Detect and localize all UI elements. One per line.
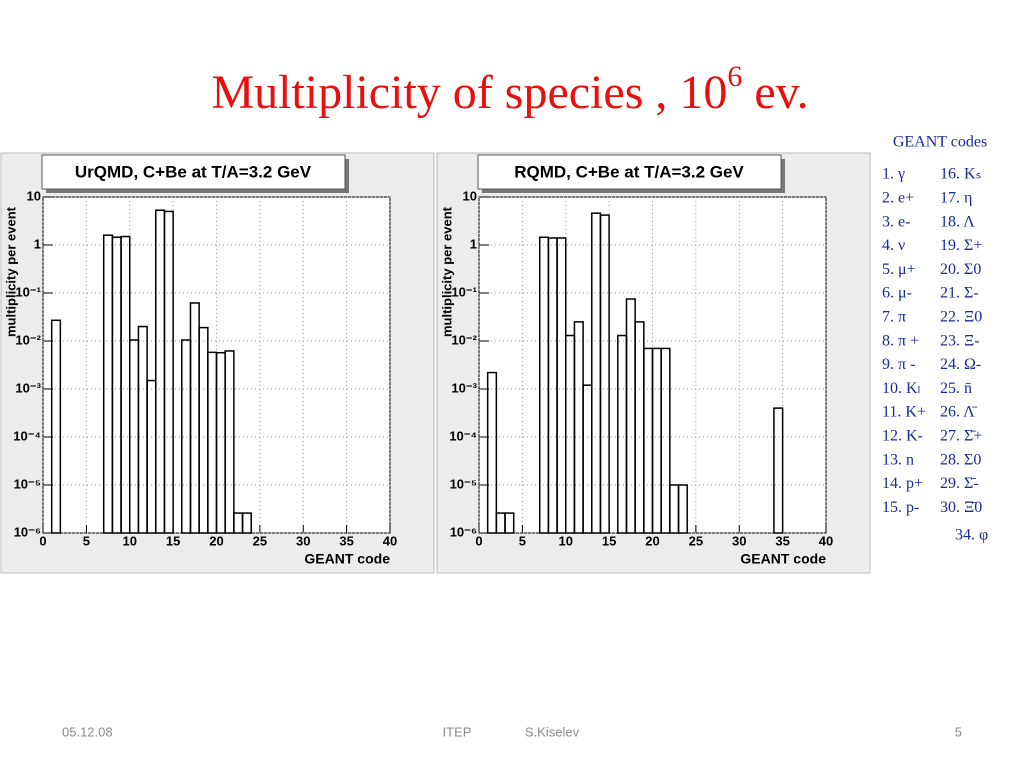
- y-tick-label: 10⁻³: [15, 380, 41, 395]
- chart-title: UrQMD, C+Be at T/A=3.2 GeV: [75, 162, 312, 181]
- title-text: Multiplicity of species , 10: [211, 66, 727, 119]
- x-tick-label: 25: [253, 533, 267, 548]
- title-box: [477, 154, 782, 190]
- y-tick-label: 10⁻²: [15, 332, 41, 347]
- x-tick-label: 20: [645, 533, 659, 548]
- code-item: 6. μ-: [882, 285, 912, 302]
- y-tick-label: 10⁻⁴: [13, 428, 41, 443]
- x-tick-label: 25: [689, 533, 703, 548]
- code-item: 23. Ξ-: [940, 332, 980, 349]
- code-item: 12. K-: [882, 427, 923, 444]
- x-axis-label: GEANT code: [740, 551, 826, 567]
- x-tick-label: 35: [775, 533, 789, 548]
- x-tick-label: 40: [819, 533, 833, 548]
- histogram-bar: [163, 210, 174, 534]
- code-item: 26. Λ̄: [940, 404, 978, 421]
- y-tick-label: 1: [34, 236, 41, 251]
- y-tick-label: 10⁻⁴: [449, 428, 477, 443]
- histogram-bar: [486, 371, 498, 534]
- histogram-bar: [241, 512, 252, 534]
- histogram-bar: [773, 407, 784, 534]
- y-tick-label: 10: [463, 188, 477, 203]
- footer-org: ITEP: [443, 724, 472, 739]
- code-item: 29. Σ̄-: [940, 475, 979, 492]
- y-axis-label: multiplicity per event: [439, 206, 454, 337]
- code-item: 17. η: [940, 189, 972, 206]
- x-tick-label: 40: [383, 533, 397, 548]
- x-tick-label: 30: [296, 533, 310, 548]
- x-tick-label: 0: [475, 533, 482, 548]
- code-item: 5. μ+: [882, 261, 916, 278]
- code-item: 11. K+: [882, 404, 926, 421]
- code-item: 25. n̄: [940, 380, 972, 397]
- histogram-bar: [224, 350, 235, 534]
- title-suffix: ev.: [742, 66, 808, 119]
- code-item: 27. Σ̄+: [940, 427, 982, 444]
- code-item: 13. n: [882, 451, 914, 468]
- x-tick-label: 5: [83, 533, 90, 548]
- code-item: 3. e-: [882, 213, 910, 230]
- title-sup: 6: [727, 60, 742, 93]
- code-item: 15. p-: [882, 499, 919, 516]
- code-item: 22. Ξ0: [940, 308, 982, 325]
- code-item: 10. Kₗ: [882, 380, 920, 397]
- y-tick-label: 10⁻⁶: [14, 524, 41, 539]
- x-tick-label: 15: [602, 533, 616, 548]
- y-tick-label: 1: [470, 236, 477, 251]
- histogram-bar: [660, 347, 671, 534]
- histogram-bar: [677, 484, 688, 534]
- x-tick-label: 0: [39, 533, 46, 548]
- x-tick-label: 10: [559, 533, 573, 548]
- code-item: 1. γ: [882, 166, 905, 183]
- y-tick-label: 10⁻⁶: [450, 524, 477, 539]
- code-item: 24. Ω-: [940, 356, 981, 373]
- x-tick-label: 30: [732, 533, 746, 548]
- chart-title: RQMD, C+Be at T/A=3.2 GeV: [514, 162, 744, 181]
- title-box: [41, 154, 346, 190]
- y-axis-label: multiplicity per event: [3, 206, 18, 337]
- histogram-bar: [599, 214, 610, 534]
- code-item: 19. Σ+: [940, 237, 982, 254]
- code-item: 18. Λ: [940, 213, 975, 230]
- code-item: 30. Ξ̄0: [940, 499, 982, 516]
- code-item: 9. π -: [882, 356, 915, 373]
- x-tick-label: 20: [209, 533, 223, 548]
- code-item: 21. Σ-: [940, 285, 979, 302]
- y-tick-label: 10⁻¹: [15, 284, 41, 299]
- code-item: 2. e+: [882, 189, 914, 206]
- footer-author: S.Kiselev: [525, 724, 580, 739]
- code-item: 8. π +: [882, 332, 919, 349]
- y-tick-label: 10⁻¹: [451, 284, 477, 299]
- y-tick-label: 10⁻⁵: [14, 476, 41, 491]
- footer-date: 05.12.08: [62, 724, 113, 739]
- code-item: 7. π: [882, 308, 906, 325]
- histogram-bar: [50, 319, 62, 534]
- code-item: 14. p+: [882, 475, 923, 492]
- code-item: 16. Kₛ: [940, 166, 982, 183]
- y-tick-label: 10⁻²: [451, 332, 477, 347]
- code-item: 28. Σ0: [940, 451, 981, 468]
- y-tick-label: 10⁻³: [451, 380, 477, 395]
- x-tick-label: 10: [123, 533, 137, 548]
- footer-page: 5: [955, 724, 962, 739]
- histogram-bar: [504, 512, 515, 534]
- x-tick-label: 35: [339, 533, 353, 548]
- x-axis-label: GEANT code: [304, 551, 390, 567]
- y-tick-label: 10⁻⁵: [450, 476, 477, 491]
- slide-title: Multiplicity of species , 106 ev.: [211, 60, 808, 119]
- x-tick-label: 15: [166, 533, 180, 548]
- y-tick-label: 10: [27, 188, 41, 203]
- code-item: 20. Σ0: [940, 261, 981, 278]
- code-item: 4. ν: [882, 237, 905, 254]
- codes-header: GEANT codes: [893, 134, 987, 151]
- x-tick-label: 5: [519, 533, 526, 548]
- code-item: 34. φ: [955, 527, 988, 544]
